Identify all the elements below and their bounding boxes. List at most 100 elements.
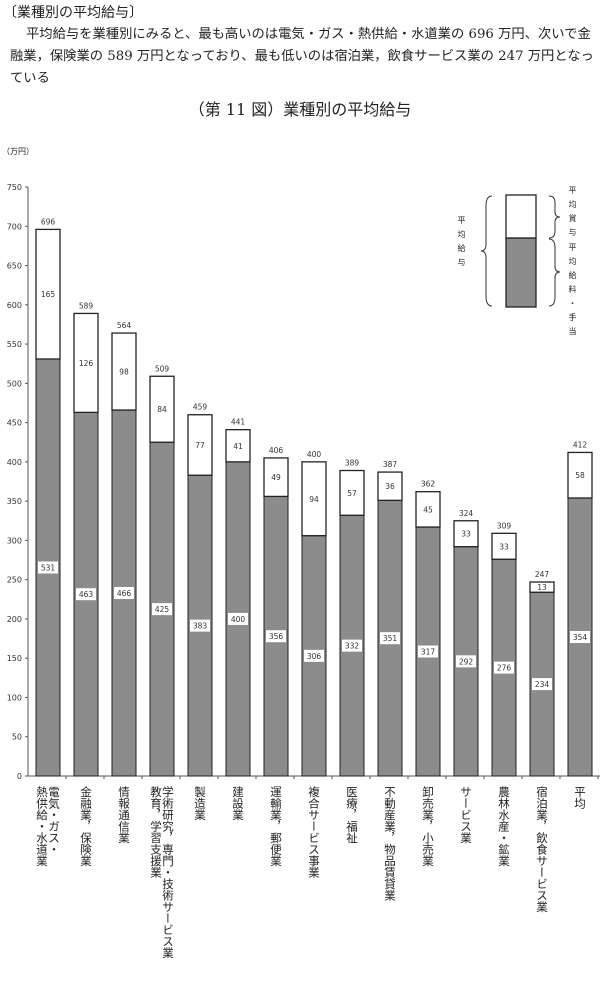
total-label: 459 (193, 403, 208, 412)
bar-bonus (453, 520, 479, 548)
base-label: 466 (117, 589, 132, 598)
x-tick-label: 農林水産・鉱業 (497, 786, 511, 867)
total-label: 362 (421, 480, 436, 489)
bonus-label: 49 (271, 473, 281, 482)
x-tick-label: サービス業 (459, 786, 473, 844)
base-label-box (190, 619, 210, 632)
x-tick-label: 電気・ガス・ 熱供給・水道業 (35, 786, 61, 867)
base-label: 351 (383, 634, 398, 643)
base-label-box (456, 655, 476, 668)
bonus-label: 41 (233, 442, 243, 451)
bar-bonus (73, 312, 99, 414)
base-label-box (76, 588, 96, 601)
y-tick-label: 750 (7, 183, 22, 192)
y-tick-label: 550 (7, 340, 22, 349)
x-tick-label: 卸売業，小売業 (421, 786, 435, 867)
total-label: 696 (41, 217, 56, 226)
x-tick-label: 金融業，保険業 (79, 786, 93, 867)
legend-bonus-label: 平均賞与 (568, 186, 577, 242)
base-label: 356 (269, 632, 284, 641)
base-label: 463 (79, 590, 94, 599)
base-label: 306 (307, 652, 322, 661)
bar-bonus (263, 457, 289, 498)
base-label: 276 (497, 664, 512, 673)
total-label: 324 (459, 509, 474, 518)
base-label: 332 (345, 642, 360, 651)
base-label: 400 (231, 615, 246, 624)
base-label-box (266, 630, 286, 643)
y-tick-label: 100 (7, 693, 22, 702)
bonus-label: 94 (309, 495, 319, 504)
base-label-box (418, 645, 438, 658)
legend-total-brace (480, 195, 493, 307)
bar-bonus (491, 532, 517, 560)
y-tick-label: 150 (7, 654, 22, 663)
x-tick-label: 医療，福祉 (345, 786, 359, 844)
y-tick-label: 650 (7, 262, 22, 271)
total-label: 387 (383, 460, 398, 469)
base-label-box (38, 561, 58, 574)
bar-bonus (149, 375, 175, 443)
bar-bonus (187, 414, 213, 476)
base-label-box (342, 639, 362, 652)
legend-base-swatch (505, 237, 537, 308)
bonus-label: 98 (119, 368, 129, 377)
base-label: 425 (155, 605, 170, 614)
bar-bonus (301, 461, 327, 537)
base-label-box (152, 603, 172, 616)
body-paragraph: 平均給与を業種別にみると、最も高いのは電気・ガス・熱供給・水道業の 696 万円… (10, 27, 594, 86)
bar-bonus (225, 429, 251, 463)
bonus-label: 165 (41, 290, 56, 299)
total-label: 412 (573, 440, 588, 449)
x-tick-label: 宿泊業，飲食サービス業 (535, 786, 549, 913)
bonus-label: 33 (499, 542, 509, 551)
base-label: 292 (459, 657, 474, 666)
total-label: 564 (117, 321, 132, 330)
x-tick-label: 製造業 (193, 786, 207, 821)
y-tick-label: 250 (7, 576, 22, 585)
y-tick-label: 300 (7, 536, 22, 545)
bonus-label: 33 (461, 530, 471, 539)
base-label-box (494, 661, 514, 674)
x-tick-label: 平均 (573, 786, 587, 809)
total-label: 589 (79, 301, 94, 310)
bar-bonus (377, 471, 403, 501)
bonus-label: 45 (423, 505, 433, 514)
legend-base-label: 平均給料・手当 (568, 243, 577, 341)
base-label: 383 (193, 622, 208, 631)
base-label: 531 (41, 563, 56, 572)
total-label: 406 (269, 446, 284, 455)
total-label: 309 (497, 521, 512, 530)
total-label: 247 (535, 570, 550, 579)
y-tick-label: 350 (7, 497, 22, 506)
base-label-box (380, 632, 400, 645)
y-tick-label: 200 (7, 615, 22, 624)
bonus-label: 84 (157, 405, 167, 414)
bar-bonus (415, 491, 441, 528)
y-tick-label: 700 (7, 222, 22, 231)
y-tick-label: 600 (7, 301, 22, 310)
base-label: 317 (421, 648, 436, 657)
total-label: 441 (231, 418, 246, 427)
bonus-label: 36 (385, 482, 395, 491)
x-tick-label: 情報通信業 (117, 786, 131, 844)
x-tick-label: 学術研究，専門・技術サービス業 教育，学習支援業 (149, 786, 175, 959)
bar-bonus (35, 228, 61, 360)
total-label: 400 (307, 450, 322, 459)
bonus-label: 13 (537, 583, 547, 592)
section-heading: 〔業種別の平均給与〕 (3, 5, 143, 21)
y-tick-label: 500 (7, 379, 22, 388)
bonus-label: 126 (79, 359, 94, 368)
x-tick-label: 不動産業，物品賃貸業 (383, 786, 397, 901)
x-tick-label: 複合サービス事業 (307, 786, 321, 878)
base-label: 234 (535, 680, 550, 689)
bar-bonus (339, 469, 365, 516)
base-label-box (304, 649, 324, 662)
y-axis-unit: （万円） (2, 147, 34, 156)
y-tick-label: 50 (12, 733, 22, 742)
legend-bonus-brace (548, 195, 561, 239)
bar-bonus (567, 451, 593, 499)
bonus-label: 77 (195, 441, 205, 450)
x-tick-label: 運輸業，郵便業 (269, 786, 283, 867)
y-tick-label: 400 (7, 458, 22, 467)
